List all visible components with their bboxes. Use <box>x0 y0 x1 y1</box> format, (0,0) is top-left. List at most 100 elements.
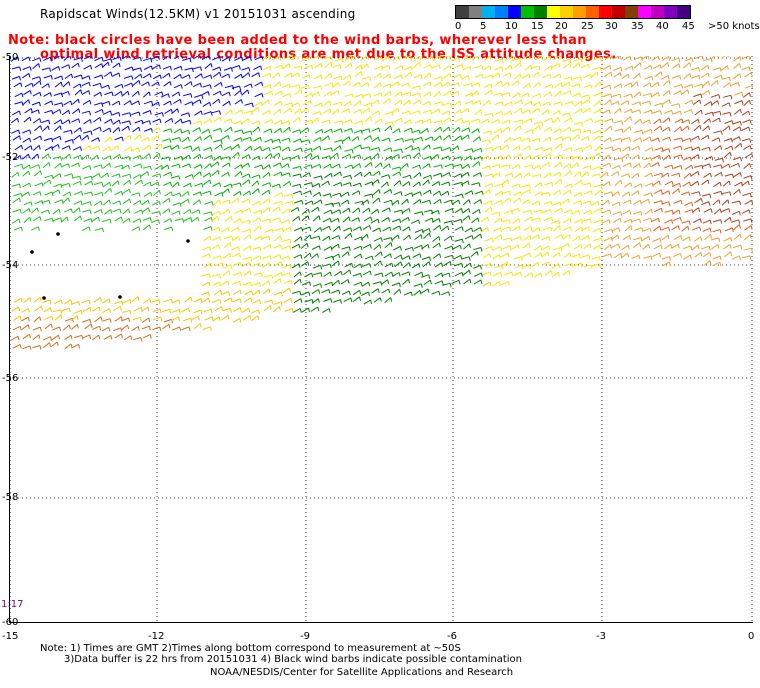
wind-barb-flag <box>210 147 213 152</box>
wind-barb <box>233 289 241 296</box>
wind-barb-flag <box>637 190 640 195</box>
wind-barb-flag <box>157 101 160 107</box>
wind-barb-flag <box>249 234 252 239</box>
wind-barb <box>92 126 101 132</box>
wind-barb <box>334 120 343 124</box>
wind-barb-flag <box>608 219 611 224</box>
wind-barb <box>522 189 530 195</box>
wind-barb-flag <box>427 179 430 185</box>
wind-barb <box>132 174 141 179</box>
wind-barb-flag <box>67 91 70 96</box>
wind-barb-flag <box>640 183 643 188</box>
wind-barb <box>712 229 721 233</box>
wind-barb-flag <box>129 174 132 179</box>
wind-barb-flag <box>100 200 103 206</box>
lat-label-50: -50 <box>2 52 19 63</box>
wind-barb <box>592 165 601 170</box>
wind-barb <box>374 251 382 258</box>
wind-barb-flag <box>269 84 272 90</box>
wind-barb <box>654 189 662 195</box>
wind-barb <box>151 127 160 132</box>
wind-barb-flag <box>249 245 252 251</box>
wind-barb-flag <box>178 309 181 314</box>
wind-barb-flag <box>378 189 381 194</box>
wind-barb-flag <box>209 163 212 168</box>
wind-barb <box>644 75 652 80</box>
wind-barb-flag <box>610 126 613 131</box>
wind-barb-flag <box>409 119 412 124</box>
wind-barb <box>151 211 160 214</box>
wind-barb-flag <box>78 162 80 168</box>
wind-barb-flag <box>47 125 50 131</box>
wind-barb-flag <box>498 119 500 124</box>
wind-barb-flag <box>749 100 751 105</box>
wind-barb <box>221 134 229 141</box>
wind-barb <box>371 153 379 160</box>
wind-barb-flag <box>659 155 661 160</box>
wind-barb-flag <box>227 314 230 320</box>
wind-barb-flag <box>488 189 491 194</box>
wind-barb-flag <box>451 255 454 260</box>
wind-barb <box>673 84 682 88</box>
wind-barb-flag <box>438 218 441 223</box>
wind-barb-flag <box>537 71 540 77</box>
wind-barb-flag <box>478 182 481 187</box>
wind-barb <box>364 116 371 123</box>
wind-barb <box>541 261 549 267</box>
wind-barb-flag <box>271 299 274 305</box>
wind-barb <box>221 56 230 62</box>
wind-barb-flag <box>330 173 333 178</box>
wind-barb <box>701 193 710 197</box>
wind-barb <box>193 136 201 142</box>
wind-barb-flag <box>581 219 583 224</box>
wind-barb-flag <box>339 209 342 214</box>
wind-barb-flag <box>98 334 101 340</box>
wind-barb-flag <box>589 165 592 170</box>
wind-barb <box>681 225 689 232</box>
wind-barb-flag <box>606 171 609 177</box>
wind-barb-flag <box>380 237 383 242</box>
wind-barb <box>294 89 302 95</box>
wind-barb-flag <box>431 136 434 141</box>
wind-barb-flag <box>271 138 274 144</box>
wind-barb-flag <box>730 251 733 257</box>
wind-barb-flag <box>587 235 590 240</box>
wind-barb <box>44 191 53 196</box>
wind-barb-flag <box>380 251 383 256</box>
wind-barb-flag <box>47 209 50 215</box>
wind-barb-flag <box>48 200 51 205</box>
wind-barb <box>13 315 21 322</box>
wind-barb <box>571 209 579 215</box>
wind-barb <box>673 137 682 141</box>
wind-barb-flag <box>580 76 583 82</box>
wind-barb-flag <box>450 102 452 107</box>
wind-barb <box>684 209 693 213</box>
wind-barb-flag <box>258 290 261 295</box>
wind-barb <box>721 56 726 60</box>
wind-barb <box>192 66 201 70</box>
wind-barb <box>193 153 201 160</box>
wind-barb-flag <box>140 67 142 73</box>
wind-barb-flag <box>550 227 553 232</box>
wind-barb <box>434 280 443 285</box>
wind-barb <box>71 62 79 69</box>
wind-barb-flag <box>221 306 224 311</box>
wind-barb <box>214 306 222 312</box>
wind-barb <box>304 299 313 303</box>
wind-barb-flag <box>227 227 230 232</box>
wind-barb <box>221 208 229 215</box>
wind-barb <box>360 199 368 205</box>
wind-barb <box>664 219 672 224</box>
wind-barb <box>360 233 368 241</box>
wind-barb <box>513 191 521 197</box>
wind-barb <box>563 183 572 188</box>
wind-barb-flag <box>541 210 543 215</box>
wind-barb-flag <box>651 76 654 81</box>
wind-barb-flag <box>479 172 482 177</box>
wind-barb-flag <box>359 296 361 301</box>
wind-barb <box>32 145 40 151</box>
wind-barb-flag <box>288 208 291 214</box>
wind-barb-flag <box>248 67 251 72</box>
wind-barb <box>291 243 300 249</box>
wind-barb <box>564 155 573 159</box>
